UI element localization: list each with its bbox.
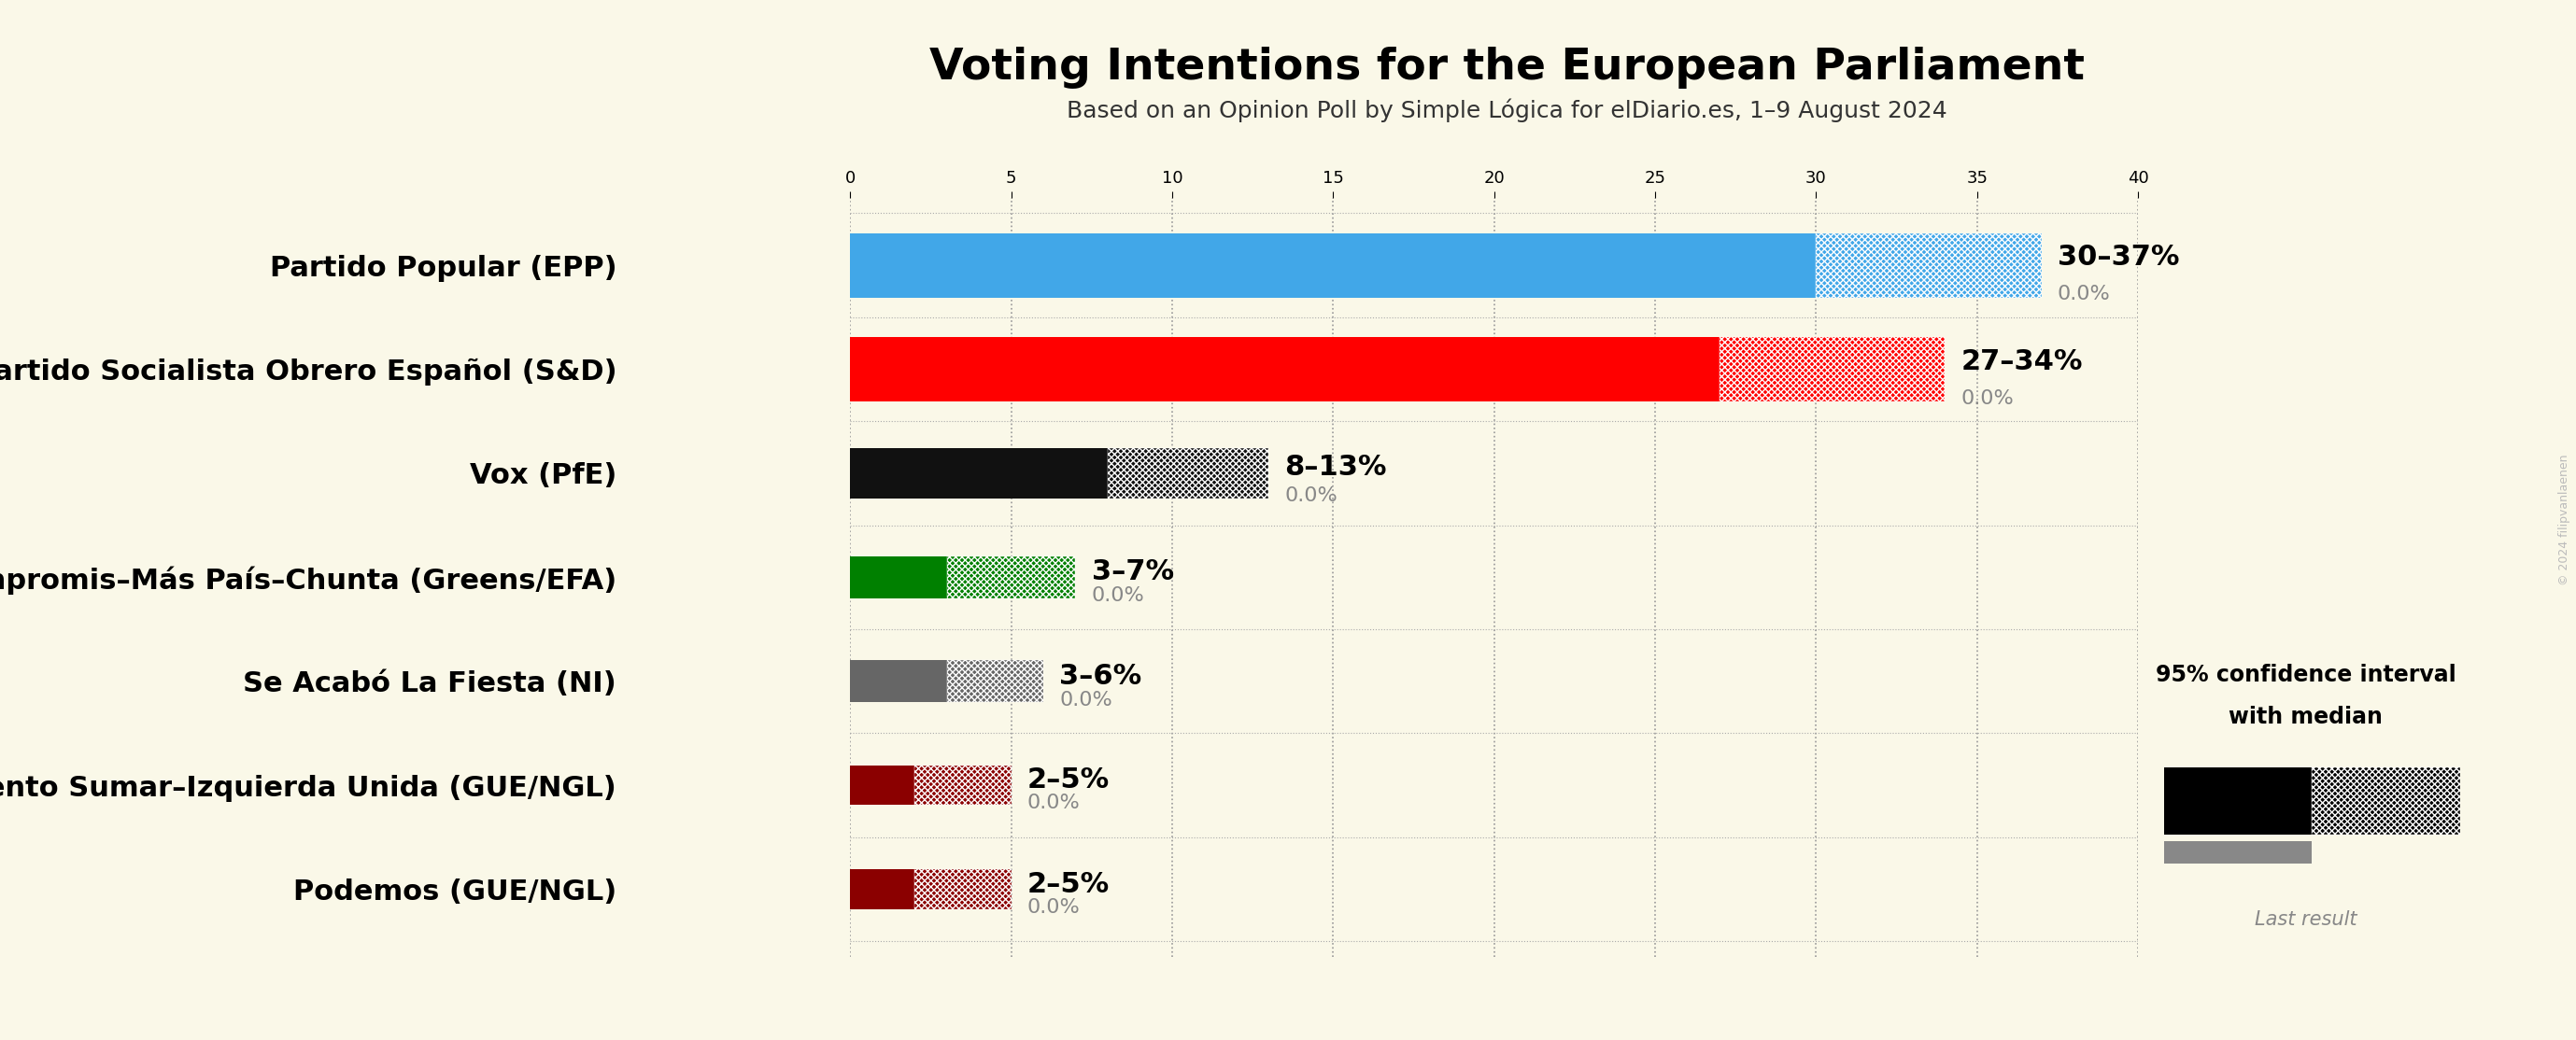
Text: 3–7%: 3–7% bbox=[1092, 558, 1175, 586]
Text: 0.0%: 0.0% bbox=[1028, 898, 1079, 916]
Bar bbox=[850, 337, 1721, 401]
Text: 0.0%: 0.0% bbox=[1059, 691, 1113, 709]
Text: 0.0%: 0.0% bbox=[1092, 587, 1144, 605]
Text: 0.0%: 0.0% bbox=[1960, 389, 2014, 408]
Text: 2–5%: 2–5% bbox=[1028, 766, 1110, 794]
Bar bbox=[914, 765, 1012, 805]
Bar bbox=[2164, 841, 2313, 864]
Text: Last result: Last result bbox=[2254, 910, 2357, 929]
Bar bbox=[2164, 766, 2313, 834]
Bar bbox=[850, 660, 948, 702]
Text: 30–37%: 30–37% bbox=[2058, 244, 2179, 271]
Bar bbox=[1721, 337, 1945, 401]
Bar bbox=[850, 556, 948, 598]
Bar bbox=[2313, 766, 2460, 834]
Text: © 2024 filipvanlaenen: © 2024 filipvanlaenen bbox=[2558, 454, 2571, 586]
Bar bbox=[850, 448, 1108, 498]
Bar bbox=[850, 233, 1816, 297]
Bar bbox=[850, 765, 914, 805]
Text: Voting Intentions for the European Parliament: Voting Intentions for the European Parli… bbox=[930, 47, 2084, 88]
Text: 3–6%: 3–6% bbox=[1059, 662, 1141, 690]
Text: 0.0%: 0.0% bbox=[1285, 487, 1337, 505]
Text: 8–13%: 8–13% bbox=[1285, 453, 1386, 480]
Text: Based on an Opinion Poll by Simple Lógica for elDiario.es, 1–9 August 2024: Based on an Opinion Poll by Simple Lógic… bbox=[1066, 99, 1947, 123]
Text: 2–5%: 2–5% bbox=[1028, 870, 1110, 898]
Bar bbox=[914, 869, 1012, 909]
Bar bbox=[948, 556, 1077, 598]
Text: with median: with median bbox=[2228, 705, 2383, 728]
Bar bbox=[1816, 233, 2043, 297]
Text: 0.0%: 0.0% bbox=[2058, 285, 2110, 304]
Bar bbox=[850, 869, 914, 909]
Bar bbox=[948, 660, 1043, 702]
Text: 27–34%: 27–34% bbox=[1960, 348, 2084, 375]
Bar bbox=[1108, 448, 1270, 498]
Text: 0.0%: 0.0% bbox=[1028, 794, 1079, 812]
Text: 95% confidence interval: 95% confidence interval bbox=[2156, 664, 2455, 686]
